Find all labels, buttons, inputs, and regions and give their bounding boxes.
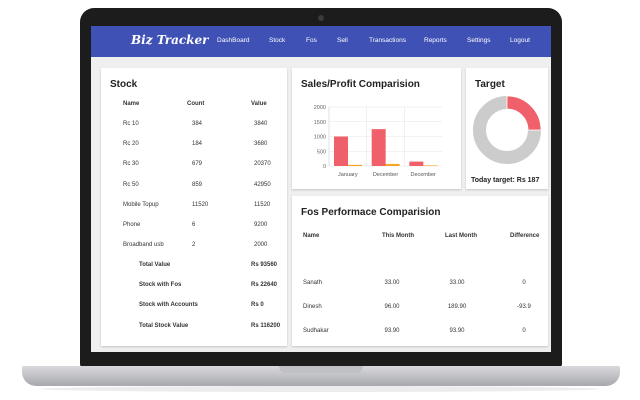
stock-row-name: Phone	[123, 222, 141, 228]
brand-logo[interactable]: Biz Tracker	[131, 33, 209, 47]
sales-title: Sales/Profit Comparision	[301, 79, 420, 90]
fos-header-this-month: This Month	[382, 233, 414, 239]
fos-row-this-month: 96.00	[384, 304, 400, 310]
fos-row-difference: 0	[522, 280, 526, 286]
chart-x-tick-label: December	[410, 172, 436, 178]
stock-row-count: 6	[192, 222, 196, 228]
donut-achieved-segment	[506, 95, 542, 131]
chart-bar	[334, 136, 348, 166]
stock-row-value: 20370	[254, 161, 271, 168]
stock-header-name: Name	[123, 101, 140, 107]
stock-total-value: Rs 116200	[251, 322, 281, 329]
target-donut-chart	[473, 95, 542, 164]
fos-card: Fos Performace Comparision Name This Mon…	[292, 196, 548, 346]
stock-row-value: 42950	[254, 181, 271, 188]
fos-row-name: Dinesh	[303, 304, 322, 310]
stock-total-value: Rs 22640	[251, 282, 278, 289]
fos-row-this-month: 33.00	[384, 280, 400, 286]
stock-total-label: Total Stock Value	[139, 322, 189, 329]
chart-bar	[423, 165, 438, 166]
target-title: Target	[475, 79, 505, 90]
chart-y-tick-label: 1000	[314, 135, 326, 141]
stock-card: Stock Name Count Value Rc 10 384 3840 Rc 20…	[101, 68, 287, 346]
stock-row-value: 3680	[254, 141, 268, 148]
fos-header-name: Name	[303, 233, 320, 239]
chart-y-tick-label: 2000	[314, 105, 326, 111]
stock-row-count: 2	[192, 242, 196, 249]
stock-header-count: Count	[187, 101, 205, 107]
chart-bar	[371, 129, 386, 166]
nav-sell[interactable]: Sell	[337, 37, 348, 44]
nav-settings[interactable]: Settings	[467, 37, 491, 44]
sales-chart: 2000 1500 1000 500 0 January December December	[314, 105, 442, 178]
stock-total-label: Stock with Fos	[139, 282, 182, 289]
nav-dashboard[interactable]: DashBoard	[217, 37, 250, 44]
stock-row-value: 9200	[254, 222, 268, 228]
sales-card: Sales/Profit Comparision 2000 1500 1000 500…	[292, 68, 461, 189]
stock-row-value: 11520	[254, 201, 271, 208]
stock-title: Stock	[110, 79, 138, 90]
fos-row-this-month: 93.90	[384, 328, 400, 334]
chart-x-tick-label: December	[373, 172, 399, 178]
stock-row-name: Rc 50	[123, 181, 139, 188]
fos-header-last-month: Last Month	[445, 233, 477, 239]
laptop-shadow	[40, 386, 600, 392]
nav-stock[interactable]: Stock	[269, 37, 286, 44]
nav-transactions[interactable]: Transactions	[369, 37, 406, 44]
chart-x-tick-label: January	[338, 172, 358, 178]
laptop-notch	[279, 366, 363, 373]
fos-row-last-month: 189.90	[447, 304, 467, 310]
chart-y-tick-label: 500	[317, 149, 326, 155]
fos-title: Fos Performace Comparision	[301, 207, 441, 218]
target-card: Target Today target: Rs 187	[466, 68, 548, 189]
stock-total-value: Rs 93560	[251, 262, 278, 268]
fos-row-difference: 0	[522, 328, 526, 334]
fos-header-difference: Difference	[510, 233, 540, 239]
nav-reports[interactable]: Reports	[424, 37, 447, 44]
fos-row-difference: -93.9	[517, 304, 531, 310]
chart-y-tick-label: 1500	[314, 120, 326, 126]
fos-row-last-month: 33.00	[449, 280, 465, 286]
stock-row-value: 2000	[254, 242, 268, 249]
camera-icon	[318, 15, 324, 21]
stock-row-name: Mobile Topup	[123, 201, 159, 208]
stock-header-value: Value	[251, 101, 267, 107]
nav-fos[interactable]: Fos	[306, 37, 317, 44]
laptop-base	[22, 366, 620, 386]
fos-row-last-month: 93.90	[449, 328, 465, 334]
stock-row-count: 859	[192, 181, 203, 188]
stock-row-count: 11520	[192, 201, 209, 208]
stock-total-label: Total Value	[139, 262, 171, 268]
chart-bar	[409, 161, 424, 166]
chart-y-tick-label: 0	[323, 164, 326, 170]
stock-row-count: 679	[192, 161, 203, 168]
stock-row-value: 3840	[254, 121, 268, 127]
nav-logout[interactable]: Logout	[510, 37, 530, 44]
stock-total-label: Stock with Accounts	[139, 302, 198, 309]
stock-total-value: Rs 0	[251, 302, 264, 309]
stock-row-name: Rc 20	[123, 141, 139, 148]
stock-row-name: Rc 30	[123, 161, 139, 168]
chart-bar	[348, 164, 362, 166]
stock-row-count: 384	[192, 121, 203, 127]
fos-row-name: Sudhakar	[303, 328, 329, 334]
fos-row-name: Sanath	[303, 280, 323, 286]
navbar: Biz Tracker DashBoard Stock Fos Sell Tra…	[91, 26, 551, 57]
app-screen: Biz Tracker DashBoard Stock Fos Sell Tra…	[91, 26, 551, 352]
target-label: Today target: Rs 187	[471, 177, 540, 184]
stock-row-count: 184	[192, 141, 203, 148]
chart-bar	[385, 163, 400, 166]
stock-row-name: Rc 10	[123, 121, 139, 127]
stock-row-name: Broadband usb	[123, 242, 164, 249]
